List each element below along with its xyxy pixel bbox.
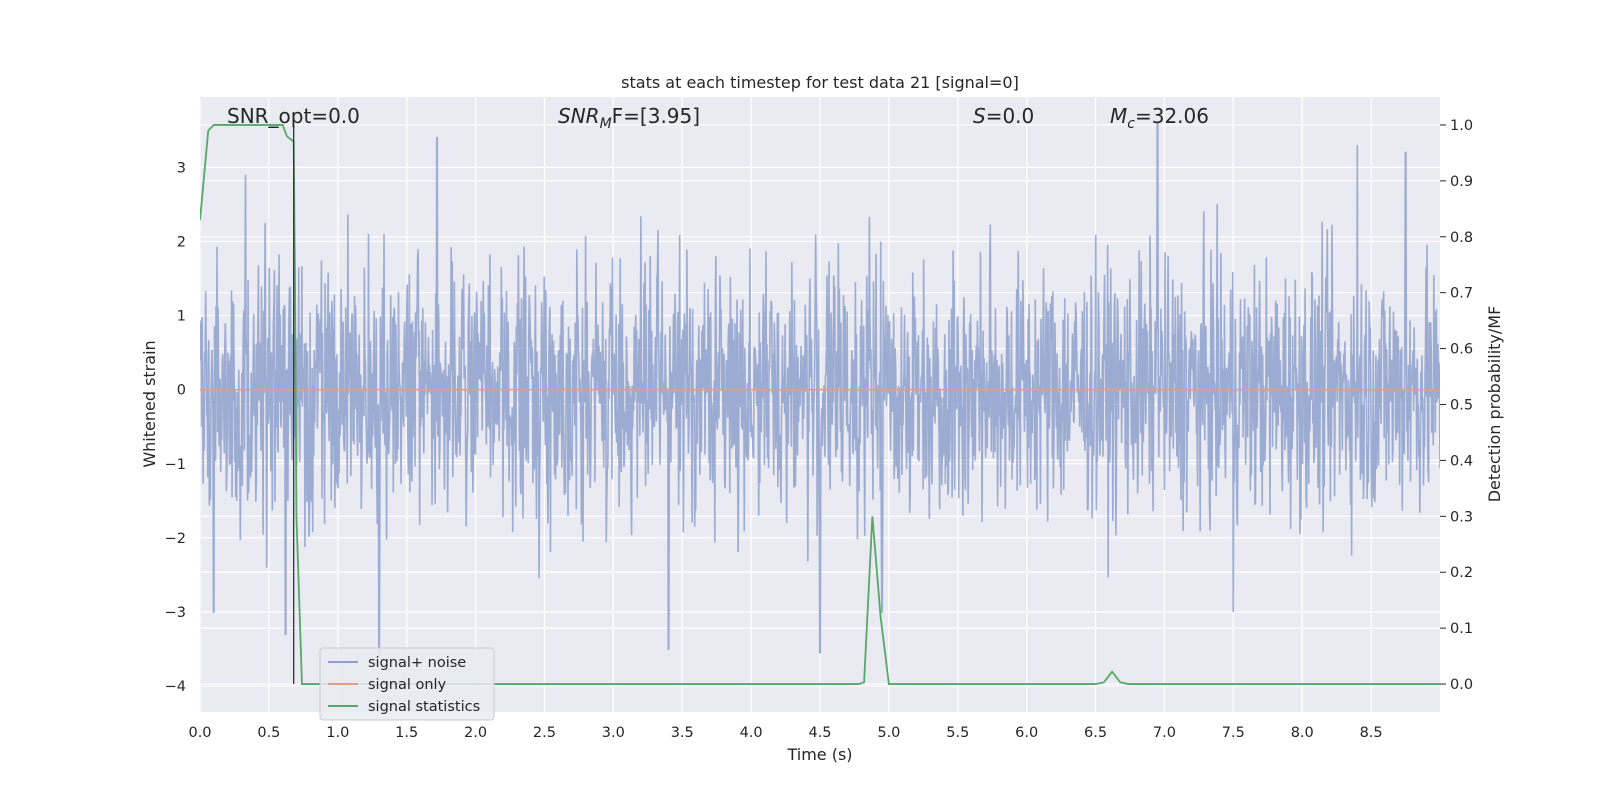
annotation-mc-rest: =32.06 [1135, 104, 1209, 128]
annotation-s: S=0.0 [973, 104, 1034, 128]
x-axis-label: Time (s) [786, 745, 852, 764]
x-tick-label: 4.5 [808, 725, 831, 741]
y-left-tick-label: −1 [165, 457, 186, 473]
annotation-snr-mf-rest: F=[3.95] [612, 104, 700, 128]
y-right-tick-label: 0.3 [1450, 509, 1473, 525]
annotation-mc: Mc=32.06 [1110, 104, 1209, 132]
x-tick-label: 6.5 [1084, 725, 1107, 741]
series-signal-statistics [200, 124, 1440, 685]
y-left-tick-label: −4 [165, 679, 186, 695]
annotation-snr-mf-base: SNR [558, 104, 600, 128]
y-left-tick-label: −3 [165, 605, 186, 621]
annotation-mc-sub: c [1127, 116, 1135, 132]
y-axis-left-ticks: 3 2 1 0 −1 −2 −3 −4 [165, 160, 186, 695]
x-tick-label: 6.0 [1015, 725, 1038, 741]
y-right-tick-label: 0.6 [1450, 342, 1473, 358]
chart-title: stats at each timestep for test data 21 … [621, 73, 1019, 92]
x-axis-ticks: 0.0 0.5 1.0 1.5 2.0 2.5 3.0 3.5 4.0 4.5 5.0 5.5 6.0 6… [188, 725, 1382, 741]
x-tick-label: 1.5 [395, 725, 418, 741]
x-tick-label: 8.0 [1291, 725, 1314, 741]
annotation-s-italic: S [973, 104, 986, 128]
x-tick-label: 5.0 [877, 725, 900, 741]
annotation-snr-mf: SNRMF=[3.95] [558, 104, 700, 132]
y-right-tick-label: 0.7 [1450, 286, 1473, 302]
series-line-signal-statistics [200, 124, 1440, 685]
legend-label-noise: signal+ noise [368, 655, 466, 671]
y-right-tick-label: 0.5 [1450, 398, 1473, 414]
y-right-tick-label: 1.0 [1450, 118, 1473, 134]
y-left-tick-label: 3 [177, 160, 186, 176]
y-right-tick-label: 0.2 [1450, 565, 1473, 581]
y-right-tick-label: 0.4 [1450, 453, 1473, 469]
legend-label-statistics: signal statistics [368, 699, 480, 715]
x-tick-label: 0.5 [257, 725, 280, 741]
x-tick-label: 7.5 [1222, 725, 1245, 741]
y-left-tick-label: 2 [177, 234, 186, 250]
annotation-snr-mf-sub: M [600, 116, 612, 132]
annotation-mc-base: M [1110, 104, 1127, 128]
x-tick-label: 1.0 [326, 725, 349, 741]
legend-box [319, 647, 495, 721]
y-axis-label: Whitened strain [140, 340, 159, 467]
x-tick-label: 0.0 [188, 725, 211, 741]
x-tick-label: 7.0 [1153, 725, 1176, 741]
annotation-s-rest: =0.0 [986, 104, 1035, 128]
y-axis-right-ticks: 1.0 0.9 0.8 0.7 0.6 0.5 0.4 0.3 0.2 0.1 0.0 [1440, 118, 1473, 693]
x-tick-label: 5.5 [946, 725, 969, 741]
legend-label-signal-only: signal only [368, 677, 447, 693]
y-right-tick-label: 0.0 [1450, 677, 1473, 693]
x-tick-label: 8.5 [1360, 725, 1383, 741]
y-axis-right-label: Detection probability/MF [1485, 306, 1504, 503]
y-right-tick-label: 0.8 [1450, 230, 1473, 246]
x-tick-label: 2.5 [533, 725, 556, 741]
y-left-tick-label: −2 [165, 531, 186, 547]
series-signal-noise [200, 122, 1440, 658]
y-right-tick-label: 0.9 [1450, 174, 1473, 190]
x-tick-label: 3.0 [602, 725, 625, 741]
y-right-tick-label: 0.1 [1450, 621, 1473, 637]
y-left-tick-label: 0 [177, 383, 186, 399]
legend: signal+ noise signal only signal statist… [319, 647, 495, 721]
x-tick-label: 2.0 [464, 725, 487, 741]
series-line-signal-noise [200, 122, 1440, 658]
annotation-snr-opt: SNR_opt=0.0 [227, 104, 360, 128]
y-left-tick-label: 1 [177, 309, 186, 325]
x-tick-label: 4.0 [740, 725, 763, 741]
x-tick-label: 3.5 [671, 725, 694, 741]
